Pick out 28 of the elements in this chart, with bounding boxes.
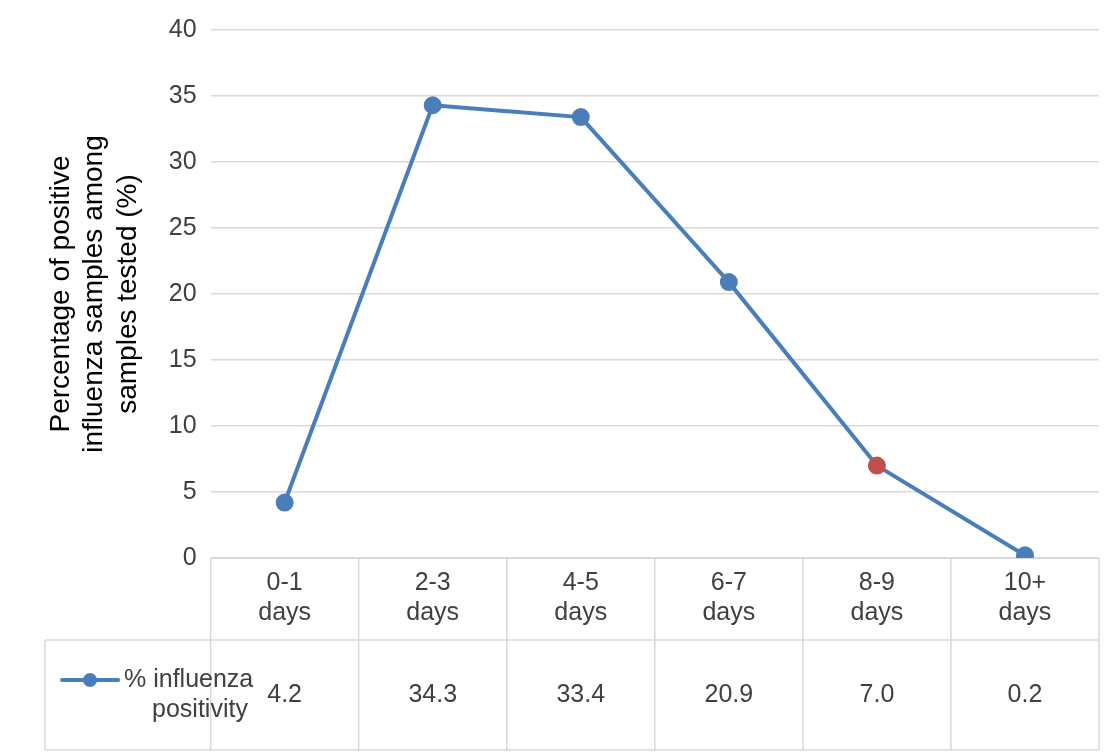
- data-label: 33.4: [556, 678, 606, 707]
- y-axis-title: Percentage of positive influenza samples among samples tested (%): [43, 135, 142, 453]
- data-label: 0.2: [1007, 678, 1043, 707]
- data-label: 20.9: [704, 678, 754, 707]
- legend-label: % influenza positivity: [124, 663, 254, 722]
- point: [275, 493, 294, 512]
- y-tick-label: 0: [182, 541, 197, 570]
- y-tick-label: 35: [168, 79, 197, 108]
- y-tick-label: 15: [168, 343, 197, 372]
- x-tick-label: 0-1 days: [258, 566, 312, 625]
- x-tick-label: 8-9 days: [850, 566, 904, 625]
- x-tick-label: 4-5 days: [554, 566, 608, 625]
- point: [571, 108, 590, 127]
- point: [719, 273, 738, 292]
- y-tick-label: 5: [182, 475, 197, 504]
- x-tick-label: 2-3 days: [406, 566, 460, 625]
- data-label: 7.0: [859, 678, 895, 707]
- point: [423, 96, 442, 115]
- y-tick-label: 20: [168, 277, 197, 306]
- y-tick-label: 40: [168, 13, 197, 42]
- point: [867, 456, 886, 475]
- x-tick-label: 10+ days: [998, 566, 1052, 625]
- data-label: 34.3: [408, 678, 458, 707]
- y-tick-label: 10: [168, 409, 197, 438]
- y-tick-label: 25: [168, 211, 197, 240]
- x-tick-label: 6-7 days: [702, 566, 756, 625]
- y-tick-label: 30: [168, 145, 197, 174]
- data-label: 4.2: [267, 678, 303, 707]
